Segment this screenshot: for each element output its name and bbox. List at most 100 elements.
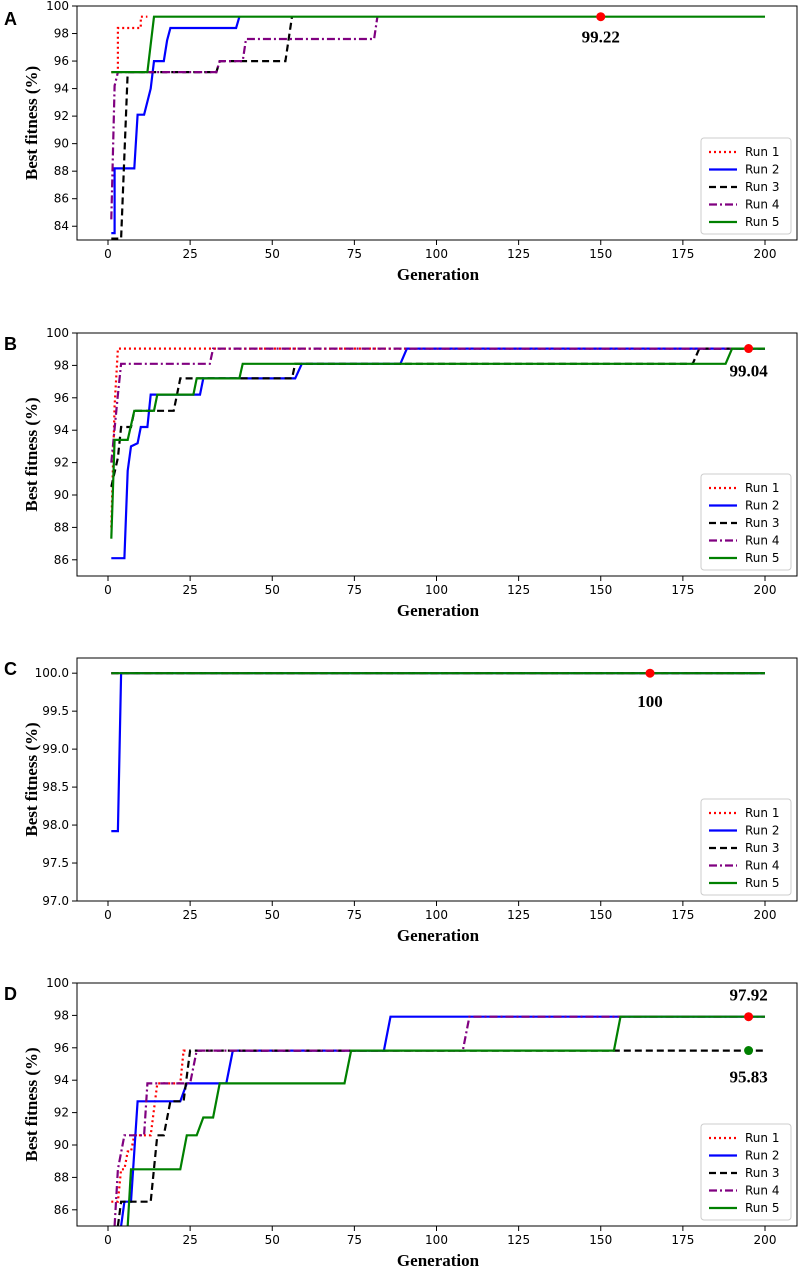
x-axis-label: Generation (397, 926, 480, 945)
series-line-run-1 (111, 1049, 187, 1203)
y-axis-label: Best fitness (%) (22, 722, 41, 836)
series-line-run-2 (111, 672, 765, 833)
y-tick-label: 90 (54, 488, 69, 502)
x-tick-label: 150 (589, 1233, 612, 1247)
y-tick-label: 100 (46, 0, 69, 13)
y-axis-label: Best fitness (%) (22, 66, 41, 180)
y-tick-label: 92 (54, 1106, 69, 1120)
plot-frame (76, 5, 798, 241)
legend-label: Run 4 (745, 198, 779, 212)
legend-label: Run 3 (745, 1166, 779, 1180)
chart-panel-c: C 100 0 25 50 75 100 125 150 175 200 97.0 97.5 98.0 98… (4, 657, 798, 945)
panel-label: C (4, 659, 17, 679)
series-line-run-4 (110, 347, 765, 463)
legend-label: Run 4 (745, 859, 779, 873)
legend-label: Run 5 (745, 551, 779, 565)
y-tick-label: 97.0 (42, 894, 69, 908)
legend-box (700, 798, 792, 896)
legend-label: Run 4 (745, 1184, 779, 1198)
x-tick-label: 100 (425, 247, 448, 261)
highlight-marker (744, 1012, 754, 1022)
y-tick-label: 99.0 (42, 742, 69, 756)
x-tick-label: 25 (182, 1233, 197, 1247)
y-tick-label: 86 (54, 1203, 69, 1217)
series-line-run-5 (126, 1015, 765, 1226)
y-tick-label: 98.0 (42, 818, 69, 832)
value-annotation: 99.22 (582, 28, 620, 47)
series-line-run-2 (120, 1015, 765, 1226)
y-tick-label: 98 (54, 358, 69, 372)
y-tick-label: 100 (46, 976, 69, 990)
chart-panel-b: B 99.04 0 25 50 75 100 125 150 175 200 86 88 90 92 94 96… (4, 326, 798, 620)
y-tick-label: 97.5 (42, 856, 69, 870)
x-tick-label: 200 (754, 247, 777, 261)
series-line-run-4 (110, 16, 379, 220)
panel-label: A (4, 9, 17, 29)
x-tick-label: 0 (104, 1233, 112, 1247)
plot-frame (76, 982, 798, 1227)
series-line-run-4 (113, 1015, 765, 1226)
legend-label: Run 5 (745, 876, 779, 890)
y-tick-label: 98.5 (42, 780, 69, 794)
y-tick-label: 94 (54, 82, 69, 96)
chart-panel-d: D 97.92 95.83 0 25 50 75 100 125 150 175 200 86 88 90 9… (4, 976, 798, 1267)
x-tick-label: 125 (507, 583, 530, 597)
highlight-marker (645, 668, 655, 678)
y-tick-label: 98 (54, 1008, 69, 1022)
legend-label: Run 1 (745, 1131, 779, 1145)
legend-box (700, 137, 792, 235)
y-tick-label: 88 (54, 520, 69, 534)
x-tick-label: 50 (265, 1233, 280, 1247)
y-axis-label: Best fitness (%) (22, 1047, 41, 1161)
x-tick-label: 175 (671, 1233, 694, 1247)
legend-label: Run 1 (745, 481, 779, 495)
y-tick-label: 86 (54, 553, 69, 567)
series-line-run-1 (110, 347, 765, 528)
x-tick-label: 75 (347, 583, 362, 597)
series-line-run-3 (110, 347, 765, 488)
y-tick-label: 94 (54, 423, 69, 437)
legend-label: Run 3 (745, 841, 779, 855)
legend-box (700, 1123, 792, 1221)
value-annotation: 99.04 (729, 362, 768, 381)
x-tick-label: 200 (754, 908, 777, 922)
series-line-run-5 (111, 15, 765, 74)
value-annotation: 97.92 (729, 986, 767, 1005)
legend-label: Run 1 (745, 806, 779, 820)
x-tick-label: 75 (347, 247, 362, 261)
highlight-marker (744, 1046, 754, 1056)
x-tick-label: 75 (347, 1233, 362, 1247)
x-tick-label: 0 (104, 247, 112, 261)
x-tick-label: 175 (671, 908, 694, 922)
legend-label: Run 4 (745, 534, 779, 548)
value-annotation: 95.83 (729, 1068, 767, 1087)
legend-label: Run 2 (745, 499, 779, 513)
y-tick-label: 100 (46, 326, 69, 340)
chart-panel-a: A 99.22 0 25 50 75 100 125 150 175 200 84 86 88 90 92 94… (4, 0, 798, 284)
y-tick-label: 92 (54, 456, 69, 470)
y-tick-label: 88 (54, 164, 69, 178)
series-line-run-3 (111, 16, 294, 240)
series-line-run-3 (116, 1049, 765, 1226)
y-axis-label: Best fitness (%) (22, 397, 41, 511)
y-tick-label: 96 (54, 54, 69, 68)
legend-label: Run 5 (745, 1201, 779, 1215)
x-tick-label: 50 (265, 908, 280, 922)
x-tick-label: 125 (507, 1233, 530, 1247)
x-tick-label: 75 (347, 908, 362, 922)
y-tick-label: 99.5 (42, 704, 69, 718)
x-axis-label: Generation (397, 1251, 480, 1267)
x-axis-label: Generation (397, 601, 480, 620)
series-line-run-5 (110, 347, 765, 539)
x-tick-label: 50 (265, 583, 280, 597)
plot-frame (76, 332, 798, 577)
y-tick-label: 90 (54, 137, 69, 151)
value-annotation: 100 (637, 692, 663, 711)
legend-label: Run 2 (745, 824, 779, 838)
x-tick-label: 150 (589, 247, 612, 261)
highlight-marker (744, 344, 754, 354)
y-tick-label: 98 (54, 27, 69, 41)
x-tick-label: 125 (507, 908, 530, 922)
x-tick-label: 25 (182, 247, 197, 261)
legend-label: Run 2 (745, 1149, 779, 1163)
